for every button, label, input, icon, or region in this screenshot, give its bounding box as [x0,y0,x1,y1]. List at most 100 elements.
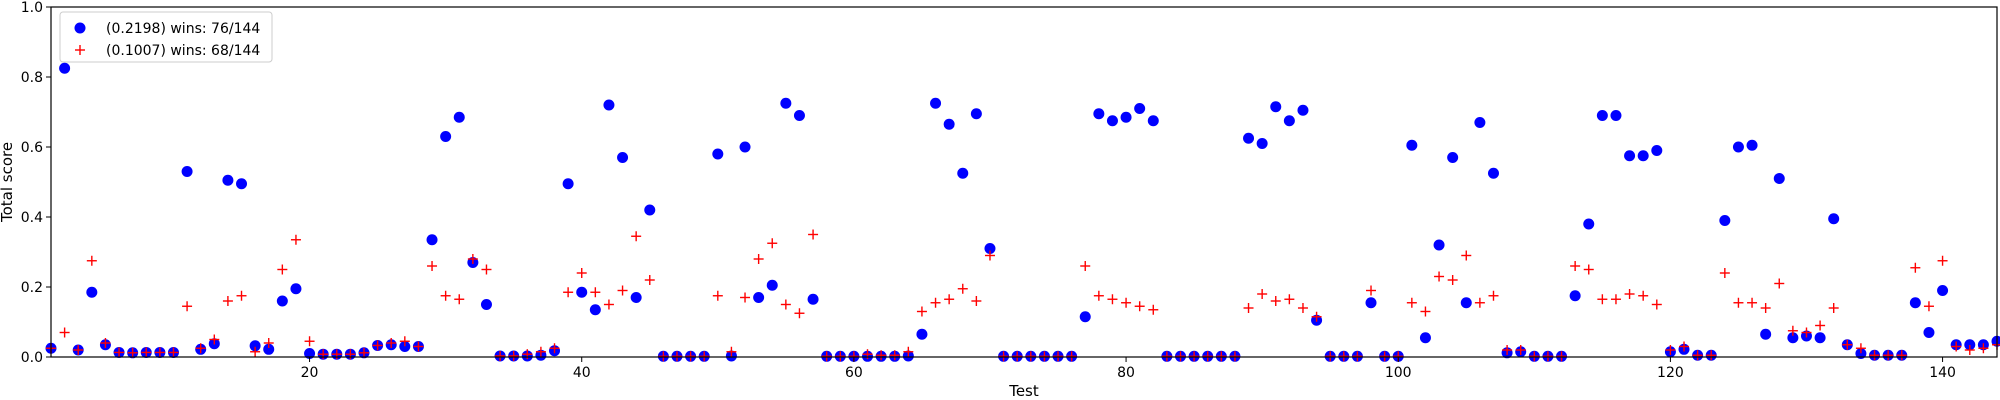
data-point-plus [1842,339,1853,350]
data-point-circle [1406,139,1418,151]
data-point-circle [1270,101,1282,113]
data-point-plus [753,254,764,264]
data-point-plus [440,290,451,301]
data-point-circle [1447,152,1459,163]
data-point-plus [1679,341,1690,352]
data-point-plus [1229,351,1240,362]
data-point-circle [1256,138,1268,149]
data-point-plus [168,347,179,358]
data-point-circle [576,286,588,298]
data-point-plus [1243,303,1254,313]
data-point-circle [984,243,996,254]
data-point-circle [440,131,452,142]
data-point-plus [1610,294,1621,305]
data-point-plus [1121,297,1132,308]
data-point-plus [427,261,438,271]
data-point-plus [1978,343,1989,354]
data-point-plus [1366,285,1377,296]
data-point-circle [1937,285,1949,296]
data-point-circle [1147,115,1159,127]
data-point-plus [1733,297,1744,308]
data-point-plus [1352,351,1363,362]
data-point-plus [1828,303,1839,313]
data-point-plus [712,290,723,301]
data-point-circle [1923,327,1935,338]
data-point-plus [277,264,288,275]
data-point-plus [236,290,247,301]
legend-marker-circle [74,22,86,34]
x-tick-label: 40 [573,365,591,381]
data-point-circle [1596,110,1608,121]
data-point-plus [1025,351,1036,362]
x-tick-label: 20 [301,365,319,381]
data-point-plus [876,350,887,361]
data-point-plus [182,301,193,312]
data-point-plus [454,294,465,305]
data-point-plus [1747,297,1758,308]
legend-marker-plus [75,45,85,55]
legend-label-series-1: (0.2198) wins: 76/144 [106,21,260,37]
data-point-circle [930,97,942,109]
data-point-plus [495,350,506,361]
data-point-plus [304,336,315,347]
data-point-plus [372,340,383,351]
data-point-plus [658,351,669,362]
data-point-plus [100,338,111,348]
data-point-plus [358,347,369,358]
data-point-plus [195,343,206,354]
y-axis-label: Total score [0,142,16,223]
data-point-plus [1937,255,1948,266]
data-point-plus [209,334,220,345]
data-point-plus [1910,262,1921,273]
data-point-plus [984,250,995,261]
data-point-plus [1787,325,1798,336]
data-point-circle [1134,103,1146,114]
data-point-plus [808,229,819,240]
data-point-circle [1964,339,1976,351]
y-axis-ticks: 0.0 0.2 0.4 0.6 0.8 1.0 [21,0,51,366]
data-point-circle [426,234,438,246]
data-point-circle [970,108,982,120]
series-1 [45,62,2000,362]
data-point-circle [943,118,955,130]
data-point-circle [1093,108,1105,120]
data-point-plus [141,347,152,358]
y-tick-label: 1.0 [21,0,43,16]
data-point-plus [1774,278,1785,289]
data-point-plus [1542,351,1553,362]
legend-marker-symbol [74,22,86,34]
data-point-circle [1760,328,1772,340]
y-tick-label: 0.6 [21,140,43,156]
data-point-plus [399,336,410,347]
data-point-plus [1815,320,1826,331]
data-point-plus [1447,275,1458,285]
data-point-plus [916,306,927,317]
data-point-plus [726,346,737,357]
data-point-circle [1637,150,1649,162]
data-point-plus [1515,345,1526,355]
data-point-circle [957,167,969,179]
data-point-plus [1012,351,1023,362]
data-point-circle [1079,311,1091,323]
legend: (0.2198) wins: 76/144 (0.1007) wins: 68/… [59,11,273,63]
data-point-plus [386,338,397,348]
data-point-plus [1325,351,1336,362]
data-point-plus [1597,294,1608,305]
data-point-circle [739,141,751,153]
data-point-circle [276,295,288,307]
data-point-plus [944,294,955,305]
data-point-circle [1787,332,1799,344]
data-point-circle [249,340,261,352]
data-point-plus [1379,351,1390,362]
data-point-plus [821,351,832,362]
x-tick-label: 140 [1929,365,1956,381]
data-point-circle [1283,115,1295,127]
data-point-plus [1719,268,1730,278]
data-point-plus [971,296,982,306]
data-point-plus [1869,350,1880,361]
data-point-circle [480,299,492,310]
data-point-circle [780,97,792,109]
data-point-plus [1216,351,1227,362]
data-point-plus [794,308,805,319]
series-layer [45,62,2000,362]
